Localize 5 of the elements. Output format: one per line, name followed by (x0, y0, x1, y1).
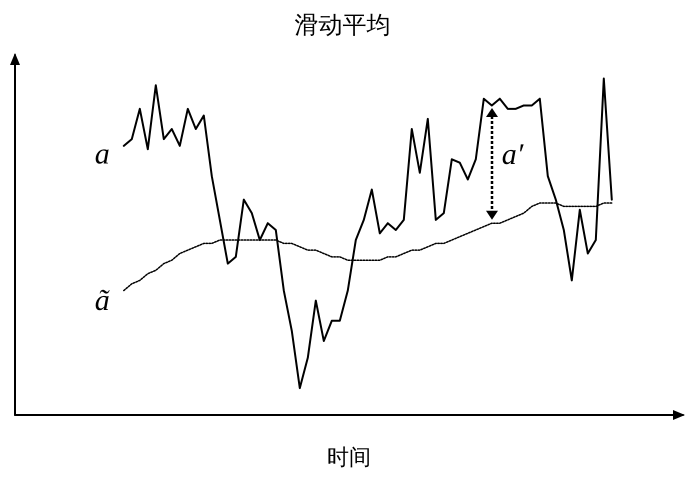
annotation: a′ (502, 138, 524, 171)
series-label: ã (94, 284, 110, 318)
chart-title: 滑动平均 (294, 11, 390, 39)
x-axis-title: 时间 (327, 446, 371, 470)
series-label: a (94, 137, 110, 170)
